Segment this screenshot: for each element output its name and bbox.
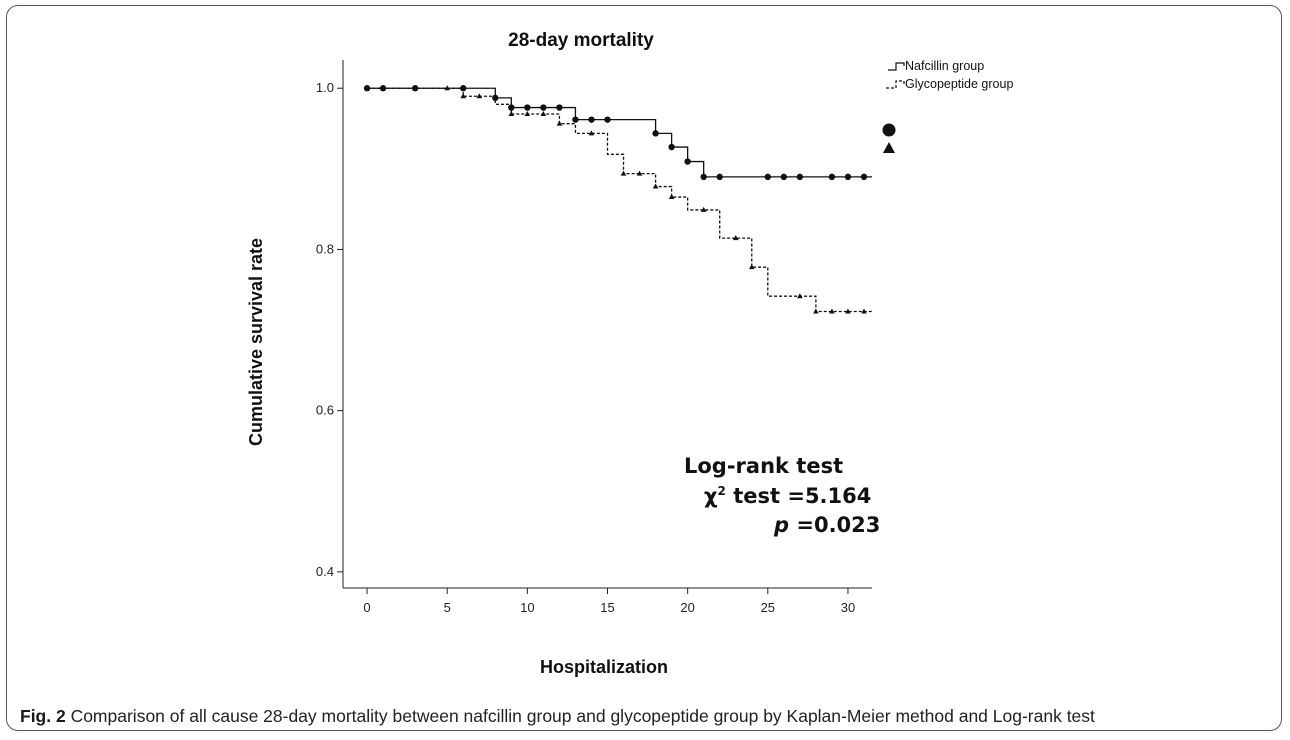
censor-marker-circle	[844, 173, 852, 181]
censor-marker-triangle	[797, 293, 803, 299]
x-tick-label: 25	[761, 600, 775, 615]
censor-marker-circle	[572, 116, 579, 123]
censor-marker-circle	[604, 116, 611, 123]
censor-marker-circle	[684, 158, 691, 165]
censor-marker-triangle	[748, 264, 755, 270]
censor-marker-triangle	[380, 85, 386, 91]
censor-marker-circle	[556, 104, 563, 111]
censor-marker-triangle	[668, 194, 675, 200]
legend-line-glycopeptide	[886, 80, 905, 89]
figure-label: Fig. 2	[20, 706, 66, 726]
legend-marker-triangle	[883, 142, 895, 153]
legend: Nafcillin group Glycopeptide group	[882, 59, 1013, 153]
censor-marker-circle	[860, 173, 868, 181]
x-tick-label: 0	[363, 600, 370, 615]
censor-marker-triangle	[524, 111, 531, 117]
censor-marker-triangle	[652, 183, 659, 189]
x-axis-label: Hospitalization	[540, 657, 668, 677]
censor-marker-circle	[668, 143, 675, 151]
series-line-1	[367, 87, 872, 313]
censor-marker-circle	[764, 173, 772, 181]
censor-marker-triangle	[460, 93, 467, 99]
censor-marker-triangle	[636, 170, 643, 176]
censor-marker-triangle	[845, 308, 851, 314]
censor-marker-circle	[540, 104, 547, 111]
y-tick-label: 0.8	[316, 241, 334, 256]
series-line-0	[367, 87, 872, 178]
censor-marker-triangle	[412, 85, 418, 91]
censor-marker-triangle	[829, 308, 835, 314]
legend-line-nafcillin	[888, 62, 905, 71]
censor-marker-triangle	[476, 93, 483, 99]
censor-marker-triangle	[444, 85, 450, 91]
censor-marker-circle	[524, 104, 531, 111]
legend-marker-circle	[882, 123, 896, 137]
caption-text: Comparison of all cause 28-day mortality…	[65, 706, 1095, 726]
km-chart: 28-day mortality 0 5 10 15 20 25 30 0.4 0.6 0.8 1.…	[246, 30, 1013, 677]
chi-value: test =5.164	[725, 484, 872, 508]
censor-marker-circle	[700, 173, 707, 181]
x-tick-label: 5	[444, 600, 451, 615]
censor-marker-circle	[716, 173, 723, 181]
censor-marker-triangle	[556, 120, 563, 126]
legend-label-nafcillin: Nafcillin group	[905, 59, 984, 73]
x-tick-label: 15	[600, 600, 614, 615]
censor-marker-circle	[588, 116, 595, 123]
censor-marker-circle	[828, 173, 836, 181]
x-tick-label: 30	[841, 600, 855, 615]
axes: 0 5 10 15 20 25 30 0.4 0.6 0.8 1.0	[316, 60, 872, 615]
censor-marker-triangle	[508, 111, 515, 117]
censor-marker-circle	[652, 130, 659, 137]
legend-label-glycopeptide: Glycopeptide group	[905, 77, 1013, 91]
y-tick-label: 1.0	[316, 80, 334, 95]
p-symbol: p	[774, 513, 790, 537]
censor-marker-triangle	[620, 170, 627, 176]
censor-marker-triangle	[588, 130, 595, 136]
y-tick-label: 0.6	[316, 403, 334, 418]
censor-marker-circle	[508, 104, 515, 111]
censor-marker-triangle	[540, 111, 547, 117]
censor-marker-triangle	[700, 206, 707, 212]
series-layer	[363, 85, 872, 314]
censor-marker-triangle	[364, 85, 370, 91]
figure-caption: Fig. 2 Comparison of all cause 28-day mo…	[20, 706, 1270, 727]
censor-marker-triangle	[813, 308, 819, 314]
censor-marker-circle	[780, 173, 788, 181]
chi-symbol: χ	[704, 484, 718, 508]
log-rank-title: Log-rank test	[684, 454, 844, 478]
censor-marker-triangle	[732, 235, 739, 241]
x-tick-label: 20	[680, 600, 694, 615]
chi-square-stat: χ2 test =5.164	[704, 484, 871, 508]
x-tick-label: 10	[520, 600, 534, 615]
p-value-stat: p =0.023	[774, 513, 880, 537]
figure-frame	[6, 5, 1282, 731]
p-value: =0.023	[789, 513, 881, 537]
y-axis-label: Cumulative survival rate	[246, 238, 266, 446]
censor-marker-triangle	[861, 308, 867, 314]
chart-title: 28-day mortality	[508, 30, 654, 51]
censor-marker-circle	[796, 173, 804, 181]
y-tick-label: 0.4	[316, 564, 334, 579]
chi-superscript: 2	[717, 484, 726, 498]
